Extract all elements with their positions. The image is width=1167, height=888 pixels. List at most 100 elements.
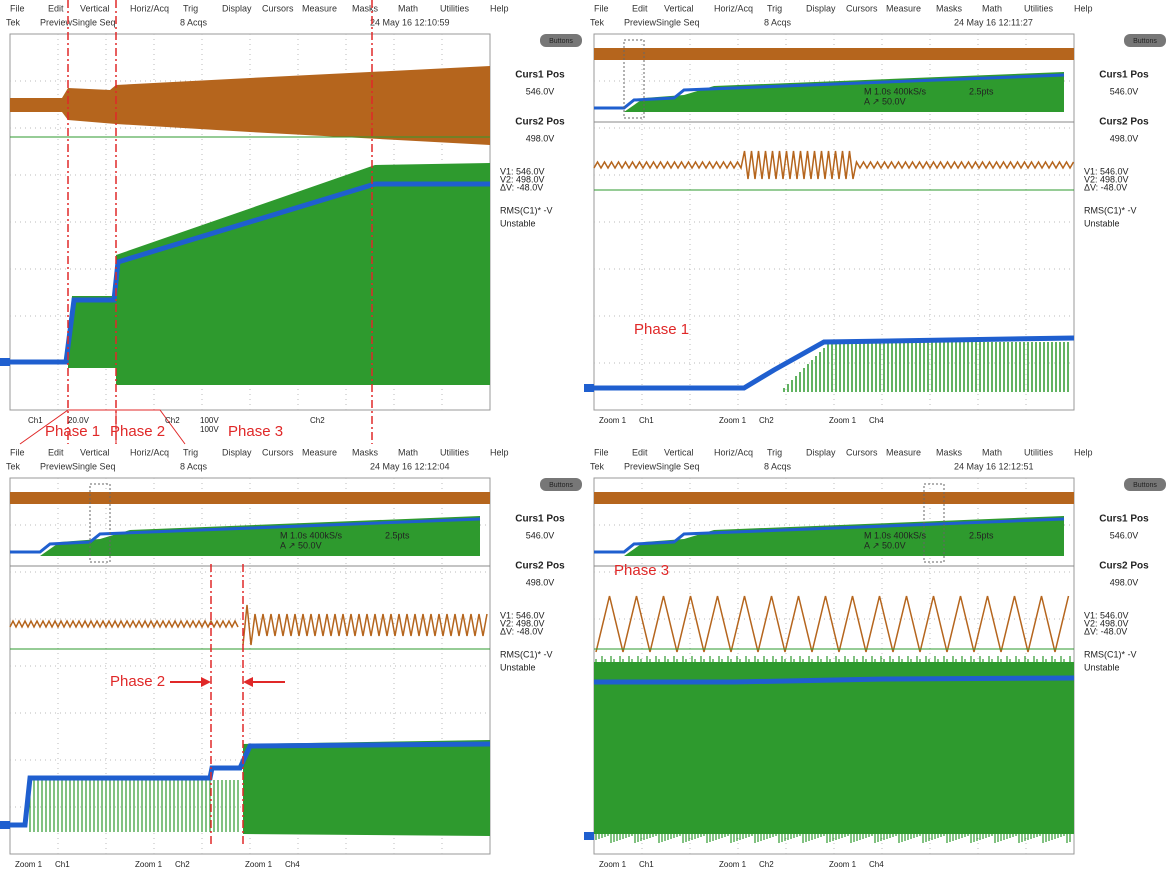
readout: Curs2 Pos bbox=[1099, 117, 1149, 128]
menu-item[interactable]: Vertical bbox=[664, 3, 694, 13]
footer-label: Zoom 1 bbox=[599, 860, 627, 869]
status-item: 8 Acqs bbox=[180, 461, 208, 471]
menu-item[interactable]: Horiz/Acq bbox=[714, 3, 753, 13]
menu-item[interactable]: Help bbox=[1074, 3, 1093, 13]
footer-label: Ch4 bbox=[869, 416, 884, 425]
menu-item[interactable]: Cursors bbox=[846, 447, 878, 457]
status-item: 8 Acqs bbox=[180, 17, 208, 27]
menu-item[interactable]: Masks bbox=[352, 3, 379, 13]
menu-item[interactable]: Trig bbox=[767, 447, 782, 457]
menu-item[interactable]: Trig bbox=[183, 447, 198, 457]
footer-label: Zoom 1 bbox=[719, 416, 747, 425]
ch4-envelope bbox=[243, 740, 490, 836]
menu-item[interactable]: Utilities bbox=[440, 3, 470, 13]
buttons-label[interactable]: Buttons bbox=[1133, 482, 1157, 489]
zoom-rate: 2.5pts bbox=[969, 86, 994, 96]
menu-item[interactable]: Math bbox=[398, 3, 418, 13]
status-item: Tek bbox=[6, 461, 21, 471]
phase-label: Phase 2 bbox=[110, 423, 165, 440]
menu-item[interactable]: Math bbox=[982, 447, 1002, 457]
menu-item[interactable]: File bbox=[10, 3, 25, 13]
readout: Unstable bbox=[1084, 218, 1120, 228]
readout: RMS(C1)* -V bbox=[1084, 649, 1137, 659]
status-item: Preview bbox=[40, 461, 73, 471]
phase-label: Phase 1 bbox=[45, 423, 100, 440]
menu-item[interactable]: Measure bbox=[886, 447, 921, 457]
menu-item[interactable]: Utilities bbox=[440, 447, 470, 457]
menu-item[interactable]: Edit bbox=[632, 3, 648, 13]
menu-item[interactable]: Measure bbox=[886, 3, 921, 13]
footer-label: Zoom 1 bbox=[245, 860, 273, 869]
status-item: 8 Acqs bbox=[764, 461, 792, 471]
footer-label: Ch4 bbox=[285, 860, 300, 869]
menu-item[interactable]: Horiz/Acq bbox=[714, 447, 753, 457]
readout: RMS(C1)* -V bbox=[500, 649, 553, 659]
menu-item[interactable]: Edit bbox=[48, 3, 64, 13]
menu-item[interactable]: Masks bbox=[936, 3, 963, 13]
phase-label: Phase 3 bbox=[228, 423, 283, 440]
menu-item[interactable]: File bbox=[594, 3, 609, 13]
menu-item[interactable]: Math bbox=[398, 447, 418, 457]
menu-item[interactable]: Cursors bbox=[262, 3, 294, 13]
menu-item[interactable]: Display bbox=[222, 447, 252, 457]
ch2-marker bbox=[584, 384, 594, 392]
menu-item[interactable]: Cursors bbox=[846, 3, 878, 13]
ch2-marker bbox=[584, 832, 594, 840]
zoom-time: M 1.0s 400kS/s bbox=[864, 530, 927, 540]
menu-item[interactable]: Vertical bbox=[664, 447, 694, 457]
footer-label: Ch2 bbox=[310, 416, 325, 425]
menu-item[interactable]: Display bbox=[806, 447, 836, 457]
ch2-marker bbox=[0, 358, 10, 366]
buttons-label[interactable]: Buttons bbox=[549, 482, 573, 489]
zoom-rate: 2.5pts bbox=[385, 530, 410, 540]
readout: RMS(C1)* -V bbox=[500, 205, 553, 215]
status-item: Single Seq bbox=[72, 17, 116, 27]
status-item: Single Seq bbox=[72, 461, 116, 471]
menu-item[interactable]: Masks bbox=[936, 447, 963, 457]
menu-item[interactable]: Measure bbox=[302, 3, 337, 13]
footer-label: Ch1 bbox=[28, 416, 43, 425]
menu-item[interactable]: Utilities bbox=[1024, 447, 1054, 457]
readout: Curs1 Pos bbox=[1099, 514, 1149, 525]
zoom-trigger: A ↗ 50.0V bbox=[864, 96, 906, 106]
menu-item[interactable]: File bbox=[10, 447, 25, 457]
readout: 546.0V bbox=[526, 86, 555, 96]
readout: ΔV: -48.0V bbox=[500, 626, 543, 636]
menu-item[interactable]: Vertical bbox=[80, 3, 110, 13]
menu-item[interactable]: Math bbox=[982, 3, 1002, 13]
menu-item[interactable]: Display bbox=[806, 3, 836, 13]
menu-item[interactable]: Trig bbox=[183, 3, 198, 13]
readout: Curs1 Pos bbox=[1099, 70, 1149, 81]
footer-label: Ch2 bbox=[175, 860, 190, 869]
menu-item[interactable]: Help bbox=[1074, 447, 1093, 457]
menu-item[interactable]: Measure bbox=[302, 447, 337, 457]
footer-label: Zoom 1 bbox=[719, 860, 747, 869]
footer-label: 100V bbox=[200, 416, 219, 425]
zoom-trigger: A ↗ 50.0V bbox=[864, 540, 906, 550]
readout: 498.0V bbox=[526, 133, 555, 143]
menu-item[interactable]: Horiz/Acq bbox=[130, 447, 169, 457]
menu-item[interactable]: Vertical bbox=[80, 447, 110, 457]
menu-item[interactable]: Display bbox=[222, 3, 252, 13]
menu-item[interactable]: Cursors bbox=[262, 447, 294, 457]
timestamp: 24 May 16 12:11:27 bbox=[954, 17, 1033, 27]
menu-item[interactable]: Horiz/Acq bbox=[130, 3, 169, 13]
menu-item[interactable]: Masks bbox=[352, 447, 379, 457]
readout: 498.0V bbox=[526, 577, 555, 587]
footer-label: Zoom 1 bbox=[135, 860, 163, 869]
phase-label: Phase 2 bbox=[110, 673, 165, 690]
status-item: Tek bbox=[6, 17, 21, 27]
buttons-label[interactable]: Buttons bbox=[1133, 38, 1157, 45]
menu-item[interactable]: Edit bbox=[48, 447, 64, 457]
readout: Curs1 Pos bbox=[515, 514, 565, 525]
menu-item[interactable]: File bbox=[594, 447, 609, 457]
menu-item[interactable]: Utilities bbox=[1024, 3, 1054, 13]
readout: 546.0V bbox=[1110, 86, 1139, 96]
menu-item[interactable]: Help bbox=[490, 447, 509, 457]
buttons-label[interactable]: Buttons bbox=[549, 38, 573, 45]
menu-item[interactable]: Edit bbox=[632, 447, 648, 457]
readout: Curs2 Pos bbox=[515, 117, 565, 128]
menu-item[interactable]: Trig bbox=[767, 3, 782, 13]
menu-item[interactable]: Help bbox=[490, 3, 509, 13]
status-item: Single Seq bbox=[656, 461, 700, 471]
